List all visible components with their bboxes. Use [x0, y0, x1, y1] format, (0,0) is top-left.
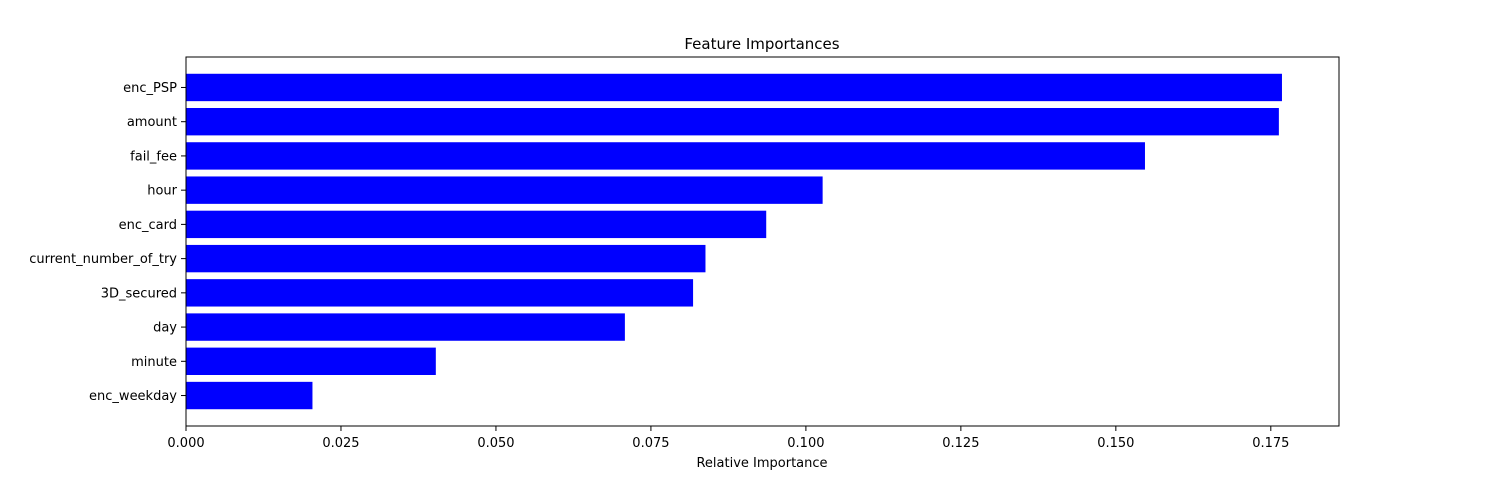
y-tick-label: day	[153, 321, 177, 336]
bar-day	[186, 313, 625, 341]
y-tick-label: 3D_secured	[101, 286, 177, 301]
bar-enc_card	[186, 210, 767, 239]
bar-hour	[186, 176, 823, 204]
x-tick-label: 0.150	[1097, 436, 1134, 451]
bar-amount	[186, 108, 1279, 136]
x-tick-label: 0.125	[942, 436, 979, 451]
y-axis-ticks: enc_weekday minute day 3D_secured current_nu…	[29, 81, 186, 404]
y-tick-label: fail_fee	[130, 149, 177, 164]
y-tick-label: enc_weekday	[89, 389, 177, 404]
y-tick-label: current_number_of_try	[29, 252, 177, 267]
x-tick-label: 0.075	[632, 436, 669, 451]
x-tick-label: 0.000	[167, 436, 204, 451]
bar-enc_PSP	[186, 73, 1282, 102]
y-tick-label: enc_card	[119, 218, 177, 233]
x-axis-ticks: 0.000 0.025 0.050 0.075 0.100 0.125 0.150 0.175	[167, 426, 1289, 451]
plot-frame	[185, 56, 1340, 427]
x-tick-label: 0.175	[1252, 436, 1289, 451]
y-tick-label: amount	[127, 115, 177, 130]
y-tick-label: minute	[131, 355, 177, 370]
bar-minute	[186, 347, 436, 375]
y-tick-label: hour	[147, 184, 177, 199]
chart-title: Feature Importances	[684, 35, 839, 53]
y-tick-label: enc_PSP	[123, 81, 177, 96]
bar-3D_secured	[186, 279, 694, 307]
bar-group	[186, 73, 1282, 410]
bar-fail_fee	[186, 142, 1145, 170]
x-axis-label: Relative Importance	[696, 456, 827, 471]
x-tick-label: 0.025	[322, 436, 359, 451]
bar-current_number_of_try	[186, 244, 706, 273]
x-tick-label: 0.100	[787, 436, 824, 451]
x-tick-label: 0.050	[477, 436, 514, 451]
bar-enc_weekday	[186, 381, 313, 410]
